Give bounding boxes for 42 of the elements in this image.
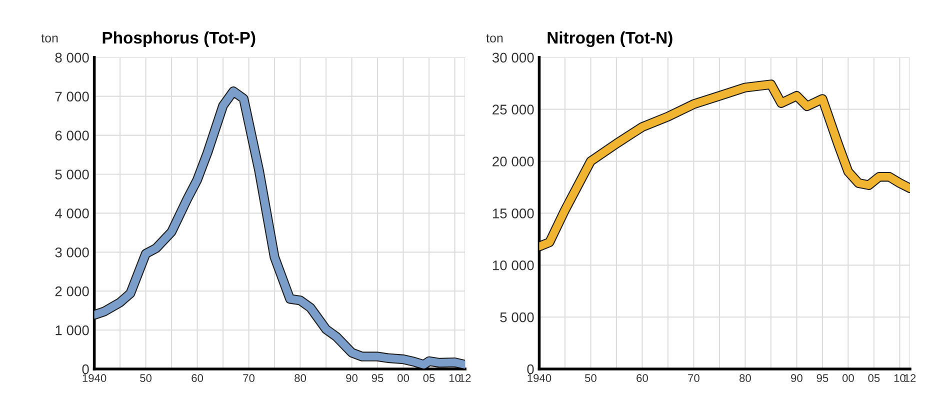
y-axis-title: ton (41, 34, 58, 42)
x-tick-label: 90 (346, 374, 358, 382)
x-tick-label: 90 (791, 374, 802, 382)
x-tick-label: 95 (816, 374, 828, 382)
x-tick-label: 95 (372, 374, 384, 382)
y-tick-label: 1 000 (56, 325, 89, 336)
y-tick-label: 20 000 (492, 156, 534, 166)
x-tick-label: 05 (423, 374, 435, 382)
y-tick-label: 10 000 (492, 260, 534, 270)
y-tick-label: 30 000 (492, 52, 534, 63)
y-tick-label: 5 000 (55, 170, 89, 180)
y-tick-label: 25 000 (492, 104, 534, 115)
x-tick-label: 50 (140, 374, 152, 382)
x-tick-label: 80 (740, 374, 751, 382)
y-tick-label: 2 000 (55, 286, 89, 296)
x-tick-label: 12 (904, 374, 916, 382)
x-tick-label: 60 (636, 374, 648, 382)
x-tick-label: 00 (842, 374, 854, 382)
x-tick-label: 05 (868, 374, 880, 382)
x-tick-label: 50 (584, 374, 596, 382)
x-tick-label: 70 (243, 374, 255, 382)
y-tick-label: 0 (527, 364, 534, 374)
x-tick-label: 1940 (528, 374, 552, 382)
y-tick-label: 5 000 (500, 312, 534, 322)
x-tick-label: 00 (398, 374, 410, 382)
y-tick-label: 15 000 (492, 208, 534, 218)
x-tick-label: 10 (449, 374, 461, 382)
y-axis-title: ton (486, 34, 503, 42)
y-tick-label: 6 000 (55, 130, 89, 140)
chart-title: Nitrogen (Tot-N) (548, 31, 672, 48)
x-tick-label: 1940 (82, 374, 106, 382)
x-tick-label: 10 (894, 374, 906, 382)
chart-title: Phosphorus (Tot-P) (102, 31, 256, 47)
x-tick-label: 80 (294, 374, 306, 382)
y-tick-label: 7 000 (55, 92, 89, 102)
x-tick-label: 60 (192, 374, 204, 382)
y-tick-label: 4 000 (55, 208, 89, 218)
y-tick-label: 3 000 (55, 247, 89, 258)
x-tick-label: 70 (688, 374, 700, 382)
x-tick-label: 12 (460, 374, 471, 382)
y-tick-label: 0 (82, 364, 89, 374)
y-tick-label: 8 000 (55, 52, 89, 63)
